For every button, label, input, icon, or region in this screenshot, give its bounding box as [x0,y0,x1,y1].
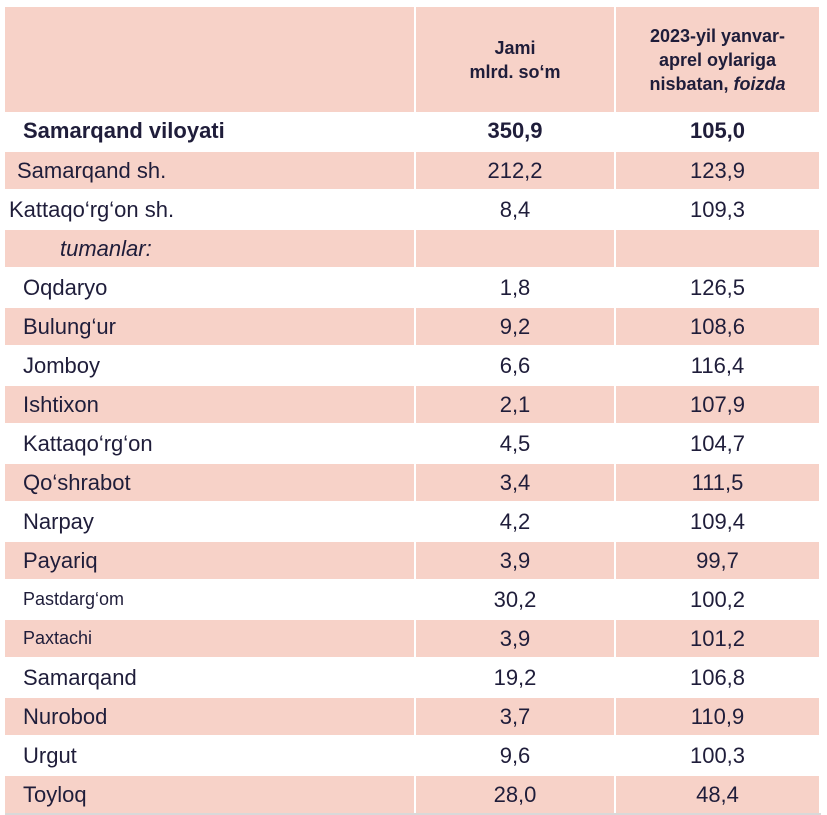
row-percent: 123,9 [614,151,821,191]
row-percent: 48,4 [614,775,821,815]
table-row-subheading: tumanlar: [5,229,821,269]
row-total: 3,7 [414,697,616,737]
table-row: Payariq 3,9 99,7 [5,541,821,581]
row-percent: 116,4 [614,346,821,386]
row-total: 30,2 [414,580,616,620]
row-total: 350,9 [414,112,616,152]
row-name: Payariq [5,541,416,581]
row-name: Samarqand sh. [5,151,416,191]
header-percent-line3-text: nisbatan, [649,73,734,94]
table-row: Oqdaryo 1,8 126,5 [5,268,821,308]
row-total: 2,1 [414,385,616,425]
row-percent: 101,2 [614,619,821,659]
table-header-row: Jami mlrd. so‘m 2023-yil yanvar- aprel o… [5,7,821,112]
row-name: Paxtachi [5,619,416,659]
table-row: Ishtixon 2,1 107,9 [5,385,821,425]
regional-statistics-table: Jami mlrd. so‘m 2023-yil yanvar- aprel o… [5,7,821,815]
row-percent: 109,4 [614,502,821,542]
row-name: Pastdarg‘om [5,580,416,620]
row-name: Kattaqo‘rg‘on [5,424,416,464]
row-percent: 105,0 [614,112,821,152]
row-percent: 109,3 [614,190,821,230]
table-row: Toyloq 28,0 48,4 [5,775,821,815]
row-percent: 100,2 [614,580,821,620]
table-row: Samarqand 19,2 106,8 [5,658,821,698]
table-row: Narpay 4,2 109,4 [5,502,821,542]
header-total-line2: mlrd. so‘m [469,61,561,82]
row-total: 4,2 [414,502,616,542]
row-percent: 111,5 [614,463,821,503]
table-row: Bulung‘ur 9,2 108,6 [5,307,821,347]
row-total: 19,2 [414,658,616,698]
row-percent: 106,8 [614,658,821,698]
row-total: 4,5 [414,424,616,464]
row-name: Qo‘shrabot [5,463,416,503]
row-total: 6,6 [414,346,616,386]
table-row: Urgut 9,6 100,3 [5,736,821,776]
row-percent: 110,9 [614,697,821,737]
row-total: 3,9 [414,619,616,659]
row-total: 1,8 [414,268,616,308]
header-percent: 2023-yil yanvar- aprel oylariga nisbatan… [614,7,821,112]
row-total: 28,0 [414,775,616,815]
header-percent-line1: 2023-yil yanvar- [649,25,786,46]
row-name: Bulung‘ur [5,307,416,347]
row-name: Toyloq [5,775,416,815]
row-total: 9,2 [414,307,616,347]
row-name: Oqdaryo [5,268,416,308]
header-percent-line3: nisbatan, foizda [624,72,811,96]
row-total: 3,9 [414,541,616,581]
row-name: Ishtixon [5,385,416,425]
row-total: 3,4 [414,463,616,503]
row-name: Kattaqo‘rg‘on sh. [5,190,416,230]
row-percent: 107,9 [614,385,821,425]
row-percent: 104,7 [614,424,821,464]
row-percent: 126,5 [614,268,821,308]
table-row: Samarqand sh. 212,2 123,9 [5,151,821,191]
header-percent-unit: foizda [733,73,786,94]
table-row: Samarqand viloyati 350,9 105,0 [5,112,821,152]
row-name: Narpay [5,502,416,542]
table-row: Pastdarg‘om 30,2 100,2 [5,580,821,620]
table-row: Qo‘shrabot 3,4 111,5 [5,463,821,503]
table-row: Nurobod 3,7 110,9 [5,697,821,737]
row-percent: 108,6 [614,307,821,347]
table-row: Paxtachi 3,9 101,2 [5,619,821,659]
header-total: Jami mlrd. so‘m [414,7,616,112]
row-total: 8,4 [414,190,616,230]
row-percent: 100,3 [614,736,821,776]
table-row: Jomboy 6,6 116,4 [5,346,821,386]
header-percent-line2: aprel oylariga [658,49,777,70]
header-total-line1: Jami [494,37,536,58]
row-percent [614,229,821,269]
row-name: Urgut [5,736,416,776]
row-name: tumanlar: [5,229,416,269]
row-name: Jomboy [5,346,416,386]
table-row: Kattaqo‘rg‘on 4,5 104,7 [5,424,821,464]
row-percent: 99,7 [614,541,821,581]
row-total [414,229,616,269]
statistics-table-page: Jami mlrd. so‘m 2023-yil yanvar- aprel o… [5,7,821,815]
header-region [5,7,416,112]
row-name: Samarqand viloyati [5,112,416,152]
row-total: 9,6 [414,736,616,776]
row-total: 212,2 [414,151,616,191]
table-row: Kattaqo‘rg‘on sh. 8,4 109,3 [5,190,821,230]
row-name: Samarqand [5,658,416,698]
row-name: Nurobod [5,697,416,737]
